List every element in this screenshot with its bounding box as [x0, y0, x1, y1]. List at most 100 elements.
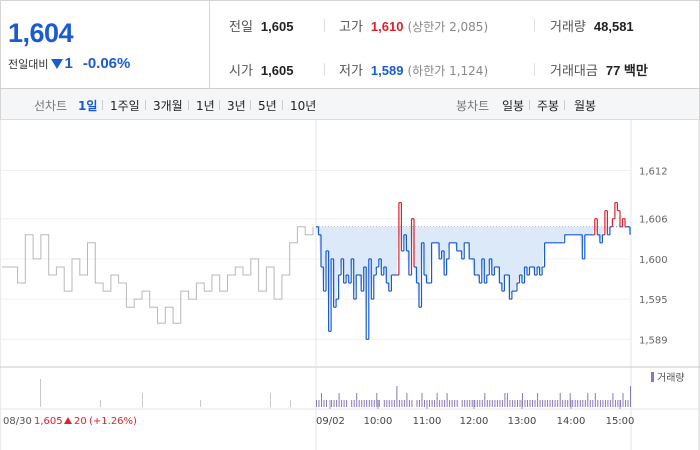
volume-bar — [481, 400, 483, 407]
volume-bar — [494, 400, 496, 407]
volume-stat: 거래량 48,581 — [550, 16, 634, 35]
down-triangle-icon — [51, 58, 64, 69]
volume-bar — [421, 393, 423, 407]
upper-limit: (상한가 2,085) — [407, 20, 489, 34]
volume-bar — [524, 400, 526, 407]
volume-bar — [534, 400, 536, 407]
volume-bar — [386, 400, 388, 407]
volume-bar — [584, 400, 586, 407]
volume-bar — [504, 393, 506, 407]
volume-bar — [537, 393, 539, 407]
tab-1y[interactable]: 1년 — [196, 99, 215, 113]
divider — [529, 100, 530, 110]
volume-bar — [333, 400, 335, 407]
volume-bar — [398, 400, 400, 407]
volume-bar — [358, 400, 360, 407]
volume-bar — [489, 400, 491, 407]
divider — [188, 100, 189, 110]
divider — [145, 100, 146, 110]
volume-bar — [411, 400, 413, 407]
volume-bar — [574, 400, 576, 407]
volume-bar — [474, 400, 476, 407]
change-row: 전일대비 1 -0.06% — [8, 55, 130, 72]
volume-bar — [486, 400, 488, 407]
volume-bar — [627, 400, 629, 407]
prev-day-line — [2, 226, 314, 324]
volume-bar — [532, 400, 533, 407]
volume-bar — [517, 400, 518, 407]
tab-daily[interactable]: 일봉 — [502, 99, 525, 113]
volume-bar — [549, 400, 551, 407]
volume-bar — [331, 400, 333, 407]
tab-3m[interactable]: 3개월 — [153, 99, 183, 113]
volume-bar — [471, 400, 473, 407]
volume-bar — [622, 393, 624, 407]
tab-10y[interactable]: 10년 — [290, 99, 317, 113]
y-tick-label: 1,612 — [639, 166, 668, 177]
prev-close-label: 전일 — [229, 20, 253, 35]
volume-bar — [506, 393, 508, 407]
volume-bar — [562, 400, 564, 407]
change-rate: -0.06% — [82, 55, 131, 72]
chart-period-tabs: 선차트 1일 1주일 3개월 1년 3년 5년 10년 봉차트 일봉 주봉 월봉 — [0, 89, 700, 120]
amount-stat: 거래대금 77 백만 — [550, 60, 648, 79]
tab-5y[interactable]: 5년 — [258, 99, 277, 113]
lower-limit: (하한가 1,124) — [407, 64, 489, 78]
divider — [324, 63, 325, 76]
volume-bar — [461, 400, 463, 407]
volume-bar — [426, 400, 428, 407]
volume-bar — [527, 400, 528, 407]
volume-bar — [323, 400, 325, 407]
y-tick-label: 1,589 — [639, 335, 668, 346]
volume-bar — [383, 400, 385, 407]
prev-day-change: 20 — [74, 416, 87, 427]
prev-volume-bar — [270, 393, 271, 407]
tab-3y[interactable]: 3년 — [227, 99, 246, 113]
change-label: 전일대비 — [8, 57, 49, 71]
y-tick-label: 1,595 — [639, 295, 668, 306]
volume-bar — [630, 386, 631, 407]
volume-bar — [552, 400, 554, 407]
volume-bar — [416, 400, 418, 407]
current-price: 1,604 — [8, 18, 74, 48]
volume-bar — [509, 400, 511, 407]
volume-bar — [529, 400, 531, 407]
volume-legend-swatch — [651, 372, 654, 382]
volume-bar — [451, 400, 453, 407]
volume-bar — [343, 400, 345, 407]
volume-bar — [501, 400, 503, 407]
divider — [324, 19, 325, 32]
volume-bar — [542, 400, 544, 407]
tab-monthly[interactable]: 월봉 — [574, 99, 597, 113]
volume-bar — [456, 400, 458, 407]
x-tick-label: 14:00 — [557, 416, 586, 427]
tab-1d[interactable]: 1일 — [78, 99, 98, 113]
tab-1w[interactable]: 1주일 — [110, 99, 140, 113]
volume-bar — [401, 400, 403, 407]
volume-bar — [496, 400, 498, 407]
volume-bar — [609, 400, 611, 407]
divider — [219, 100, 220, 110]
x-tick-label: 10:00 — [364, 416, 393, 427]
volume-bar — [579, 400, 581, 407]
tab-weekly[interactable]: 주봉 — [537, 99, 560, 113]
volume-bar — [403, 400, 405, 407]
amount-label: 거래대금 — [550, 64, 598, 79]
prev-volume-bar — [40, 379, 41, 407]
volume-bar — [599, 400, 601, 407]
low-label: 저가 — [339, 64, 363, 79]
up-triangle-icon — [64, 417, 72, 424]
volume-bar — [366, 400, 368, 407]
high-stat: 고가 1,610 (상한가 2,085) — [339, 16, 488, 35]
prev-close-value: 1,605 — [260, 19, 294, 34]
open-value: 1,605 — [260, 63, 294, 78]
volume-bar — [559, 393, 561, 407]
volume-bar — [592, 400, 594, 407]
volume-bar — [406, 393, 408, 407]
volume-bar — [614, 400, 616, 407]
volume-bar — [589, 400, 591, 407]
volume-bar — [587, 393, 589, 407]
volume-bar — [436, 393, 438, 407]
volume-bar — [604, 400, 606, 407]
volume-bar — [582, 400, 584, 407]
